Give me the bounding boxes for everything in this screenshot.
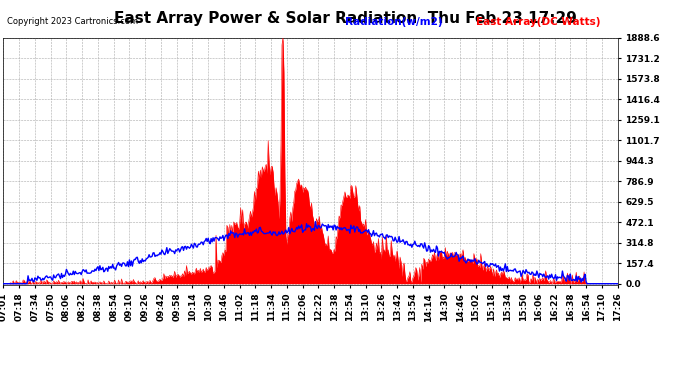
Text: East Array(DC Watts): East Array(DC Watts): [476, 17, 600, 27]
Text: Copyright 2023 Cartronics.com: Copyright 2023 Cartronics.com: [7, 17, 138, 26]
Text: Radiation(w/m2): Radiation(w/m2): [345, 17, 442, 27]
Text: East Array Power & Solar Radiation  Thu Feb 23 17:29: East Array Power & Solar Radiation Thu F…: [114, 11, 576, 26]
